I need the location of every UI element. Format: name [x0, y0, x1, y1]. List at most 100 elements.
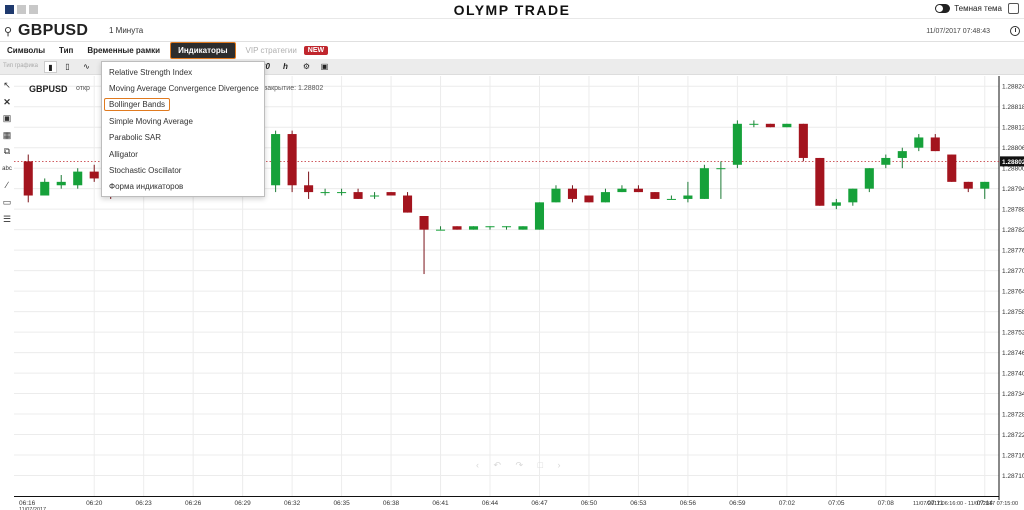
- x-tick-label: 06:59: [729, 500, 746, 507]
- close-icon[interactable]: ✕: [3, 97, 11, 107]
- candle-up: [534, 202, 545, 230]
- double-layout-icon[interactable]: [17, 5, 26, 14]
- y-tick-label: 1.28806: [1002, 145, 1024, 152]
- camera-icon[interactable]: ▣: [320, 62, 329, 71]
- indicator-parabolic-sar[interactable]: Parabolic SAR: [109, 133, 162, 142]
- candle-down: [403, 195, 413, 213]
- trend-line-icon[interactable]: ∕: [6, 180, 8, 190]
- candle-up: [666, 198, 676, 200]
- top-bar: OLYMP TRADE Темная тема: [0, 0, 1024, 19]
- rectangle-icon[interactable]: ▭: [2, 197, 12, 207]
- x-tick-label: 06:50: [581, 500, 598, 507]
- fullscreen-icon[interactable]: [1008, 3, 1019, 14]
- y-tick-label: 1.28776: [1002, 248, 1024, 255]
- x-tick-label: 06:16: [19, 500, 36, 507]
- menu-symbols[interactable]: Символы: [7, 46, 46, 55]
- candles-icon[interactable]: ▮: [44, 61, 57, 73]
- indicator-alligator[interactable]: Alligator: [109, 150, 138, 159]
- candle-down: [815, 157, 825, 206]
- candle-down: [567, 188, 578, 199]
- candle-down: [287, 134, 297, 186]
- candle-up: [831, 202, 841, 206]
- toggle-switch-icon[interactable]: [935, 4, 951, 13]
- menu-bar: Символы Тип Временные рамки Индикаторы V…: [0, 42, 1024, 59]
- indicator-bollinger-bands[interactable]: Bollinger Bands: [104, 98, 171, 111]
- symbol-name[interactable]: GBPUSD: [18, 22, 89, 39]
- menu-type[interactable]: Тип: [59, 46, 74, 55]
- indicator-macd[interactable]: Moving Average Convergence Divergence: [109, 84, 259, 93]
- x-tick-label: 06:23: [136, 500, 153, 507]
- candle-up: [617, 188, 627, 193]
- line-chart-icon[interactable]: ∿: [83, 62, 90, 71]
- y-tick-label: 1.28818: [1002, 104, 1024, 111]
- y-tick-label: 1.28770: [1002, 268, 1024, 275]
- y-tick-label: 1.28764: [1002, 289, 1024, 296]
- candle-up: [518, 226, 528, 230]
- dark-theme-toggle[interactable]: Темная тема: [935, 4, 1002, 13]
- text-tool-icon[interactable]: abc: [2, 166, 12, 172]
- y-tick-label: 1.28782: [1002, 227, 1024, 234]
- symbol-bar: ⚲ GBPUSD 1 Минута 11/07/2017 07:48:43: [0, 20, 1024, 42]
- menu-vip-strategies[interactable]: VIP стратегии: [245, 46, 297, 55]
- y-tick-label: 1.28740: [1002, 371, 1024, 378]
- x-date-label: 11/07/2017: [19, 507, 46, 510]
- candle-down: [963, 181, 973, 189]
- menu-indicators[interactable]: Индикаторы: [170, 42, 236, 59]
- candle-down: [89, 171, 99, 179]
- drawing-tools: ↖ ✕ ▣ ▦ ⧉ abc ∕ ▭ ☰: [0, 76, 14, 500]
- candle-down: [23, 161, 33, 196]
- menu-lines-icon[interactable]: ☰: [2, 214, 12, 224]
- candle-down: [386, 192, 396, 196]
- y-tick-label: 1.28734: [1002, 391, 1024, 398]
- interval-30-button[interactable]: 30: [261, 62, 270, 71]
- cursor-icon[interactable]: ↖: [3, 80, 11, 90]
- dark-theme-label: Темная тема: [954, 4, 1002, 13]
- x-tick-label: 07:11: [927, 500, 943, 507]
- chart-type-label: Тип графика: [3, 63, 38, 69]
- chart-symbol: GBPUSD: [29, 84, 68, 94]
- chart-navigation[interactable]: ‹ ↶ ↷ □ ›: [476, 460, 567, 470]
- layout-switcher: [5, 5, 38, 14]
- x-tick-label: 06:56: [680, 500, 697, 507]
- indicator-sma[interactable]: Simple Moving Average: [109, 117, 193, 126]
- search-icon[interactable]: ⚲: [4, 26, 13, 38]
- select-area-icon[interactable]: ▣: [2, 113, 12, 123]
- candle-up: [435, 229, 446, 231]
- y-tick-label: 1.28788: [1002, 207, 1024, 214]
- x-tick-label: 06:32: [284, 500, 301, 507]
- clock-icon[interactable]: [1010, 26, 1020, 36]
- bars-icon[interactable]: ▯: [65, 62, 70, 71]
- indicator-stochastic[interactable]: Stochastic Oscillator: [109, 166, 182, 175]
- candle-down: [765, 123, 775, 128]
- candle-down: [650, 192, 660, 199]
- brand-logo: OLYMP TRADE: [453, 2, 571, 18]
- candle-up: [864, 168, 874, 189]
- copy-icon[interactable]: ⧉: [3, 146, 11, 156]
- candle-up: [716, 168, 726, 170]
- menu-timeframes[interactable]: Временные рамки: [87, 46, 161, 55]
- y-tick-label: 1.28746: [1002, 350, 1024, 357]
- y-tick-label: 1.28824: [1002, 84, 1024, 91]
- interval-hour-button[interactable]: h: [283, 62, 288, 71]
- candle-up: [56, 181, 66, 186]
- candle-down: [798, 123, 808, 158]
- single-layout-icon[interactable]: [5, 5, 14, 14]
- grid-tool-icon[interactable]: ▦: [2, 130, 12, 140]
- indicators-dropdown: Relative Strength Index Moving Average C…: [101, 61, 265, 197]
- x-tick-label: 06:41: [432, 500, 449, 507]
- y-tick-label: 1.28716: [1002, 453, 1024, 460]
- gear-icon[interactable]: ⚙: [302, 62, 311, 71]
- chart-open-value: откр: [76, 85, 90, 92]
- quad-layout-icon[interactable]: [29, 5, 38, 14]
- candle-down: [947, 154, 957, 182]
- y-tick-label: 1.28794: [1002, 186, 1024, 193]
- x-tick-label: 06:53: [630, 500, 647, 507]
- candle-up: [551, 188, 561, 203]
- new-badge: NEW: [303, 46, 329, 55]
- indicator-template-form[interactable]: Форма индикаторов: [109, 182, 184, 191]
- candle-up: [370, 195, 380, 197]
- indicator-rsi[interactable]: Relative Strength Index: [109, 68, 193, 77]
- y-tick-label: 1.28710: [1002, 473, 1024, 480]
- candle-down: [584, 195, 594, 203]
